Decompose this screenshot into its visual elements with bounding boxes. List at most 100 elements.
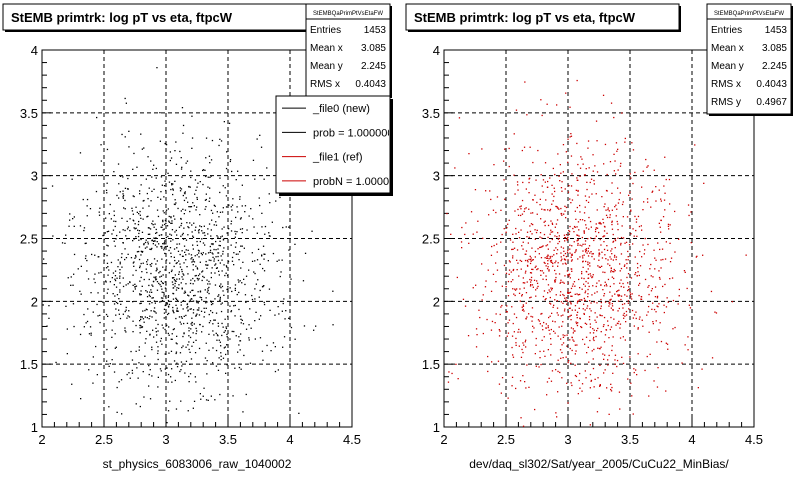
scatter-point xyxy=(557,265,559,267)
scatter-point xyxy=(163,196,165,198)
scatter-point xyxy=(194,352,197,354)
scatter-point xyxy=(562,281,564,283)
scatter-point xyxy=(199,291,202,293)
scatter-point xyxy=(570,382,572,384)
scatter-point xyxy=(586,252,588,254)
scatter-point xyxy=(592,358,594,360)
scatter-point xyxy=(545,199,547,201)
scatter-point xyxy=(128,146,130,148)
scatter-point xyxy=(635,229,637,232)
scatter-point xyxy=(475,328,478,330)
scatter-point xyxy=(219,240,221,242)
scatter-point xyxy=(237,253,239,255)
scatter-point xyxy=(131,359,134,361)
scatter-point xyxy=(121,266,123,268)
scatter-point xyxy=(517,331,519,333)
scatter-point xyxy=(512,255,514,257)
scatter-point xyxy=(155,237,157,239)
scatter-point xyxy=(603,324,605,326)
scatter-point xyxy=(568,233,570,235)
scatter-point xyxy=(210,395,212,397)
scatter-point xyxy=(565,299,567,301)
scatter-point xyxy=(201,230,203,232)
scatter-point xyxy=(208,292,210,295)
scatter-point xyxy=(563,258,566,260)
scatter-point xyxy=(149,334,151,336)
scatter-point xyxy=(599,238,601,241)
scatter-point xyxy=(622,307,624,309)
scatter-point xyxy=(162,266,164,268)
scatter-point xyxy=(646,355,648,358)
scatter-point xyxy=(584,174,586,176)
scatter-point xyxy=(617,310,619,312)
scatter-point xyxy=(560,260,562,262)
scatter-point xyxy=(136,251,139,253)
scatter-point xyxy=(590,302,592,304)
scatter-point xyxy=(156,67,158,69)
scatter-point xyxy=(558,175,560,177)
scatter-point xyxy=(600,307,602,310)
scatter-point xyxy=(148,187,150,189)
scatter-point xyxy=(205,193,207,195)
scatter-point xyxy=(226,232,228,234)
scatter-point xyxy=(638,284,640,286)
scatter-point xyxy=(279,275,281,278)
scatter-point xyxy=(168,181,171,183)
scatter-point xyxy=(162,282,164,285)
scatter-point xyxy=(621,112,623,114)
scatter-point xyxy=(608,354,610,357)
scatter-point xyxy=(591,276,594,278)
scatter-point xyxy=(88,369,90,371)
scatter-point xyxy=(583,297,585,300)
scatter-point xyxy=(157,358,159,361)
scatter-point xyxy=(214,272,216,274)
scatter-point xyxy=(523,310,525,312)
scatter-point xyxy=(254,260,256,262)
scatter-point xyxy=(196,268,199,270)
scatter-point xyxy=(556,206,558,208)
scatter-point xyxy=(509,261,511,263)
scatter-point xyxy=(274,370,277,373)
chart-panel: 2 2.5 3 3.5 4 4.511.522.533.54st_physics_6083… xyxy=(2,3,393,471)
scatter-point xyxy=(546,381,549,383)
scatter-point xyxy=(186,266,188,268)
scatter-point xyxy=(577,294,579,296)
scatter-point xyxy=(550,220,552,222)
scatter-point xyxy=(193,261,196,263)
scatter-point xyxy=(186,222,188,224)
scatter-point xyxy=(484,286,487,288)
scatter-point xyxy=(589,323,591,325)
scatter-point xyxy=(591,193,593,195)
scatter-point xyxy=(140,316,142,318)
scatter-point xyxy=(114,347,116,349)
scatter-point xyxy=(152,168,154,170)
scatter-point xyxy=(579,175,581,177)
scatter-point xyxy=(531,233,533,235)
scatter-point xyxy=(620,267,623,270)
scatter-point xyxy=(171,381,173,383)
scatter-point xyxy=(241,184,243,186)
scatter-point xyxy=(187,273,189,275)
scatter-point xyxy=(176,234,178,236)
scatter-point xyxy=(562,321,564,323)
scatter-point xyxy=(593,301,595,303)
scatter-point xyxy=(162,220,164,223)
scatter-point xyxy=(604,285,606,287)
scatter-point xyxy=(205,157,207,159)
scatter-point xyxy=(152,280,155,283)
scatter-point xyxy=(228,204,230,206)
scatter-point xyxy=(665,390,667,392)
scatter-point xyxy=(183,274,185,276)
scatter-point xyxy=(208,155,211,157)
scatter-point xyxy=(543,336,545,338)
scatter-point xyxy=(156,267,158,269)
scatter-point xyxy=(606,190,608,192)
scatter-point xyxy=(478,309,480,311)
scatter-point xyxy=(578,235,580,237)
scatter-point xyxy=(561,351,563,354)
scatter-point xyxy=(167,305,170,307)
scatter-point xyxy=(190,206,193,208)
scatter-point xyxy=(113,303,116,305)
scatter-point xyxy=(519,259,521,262)
scatter-point xyxy=(182,124,185,127)
